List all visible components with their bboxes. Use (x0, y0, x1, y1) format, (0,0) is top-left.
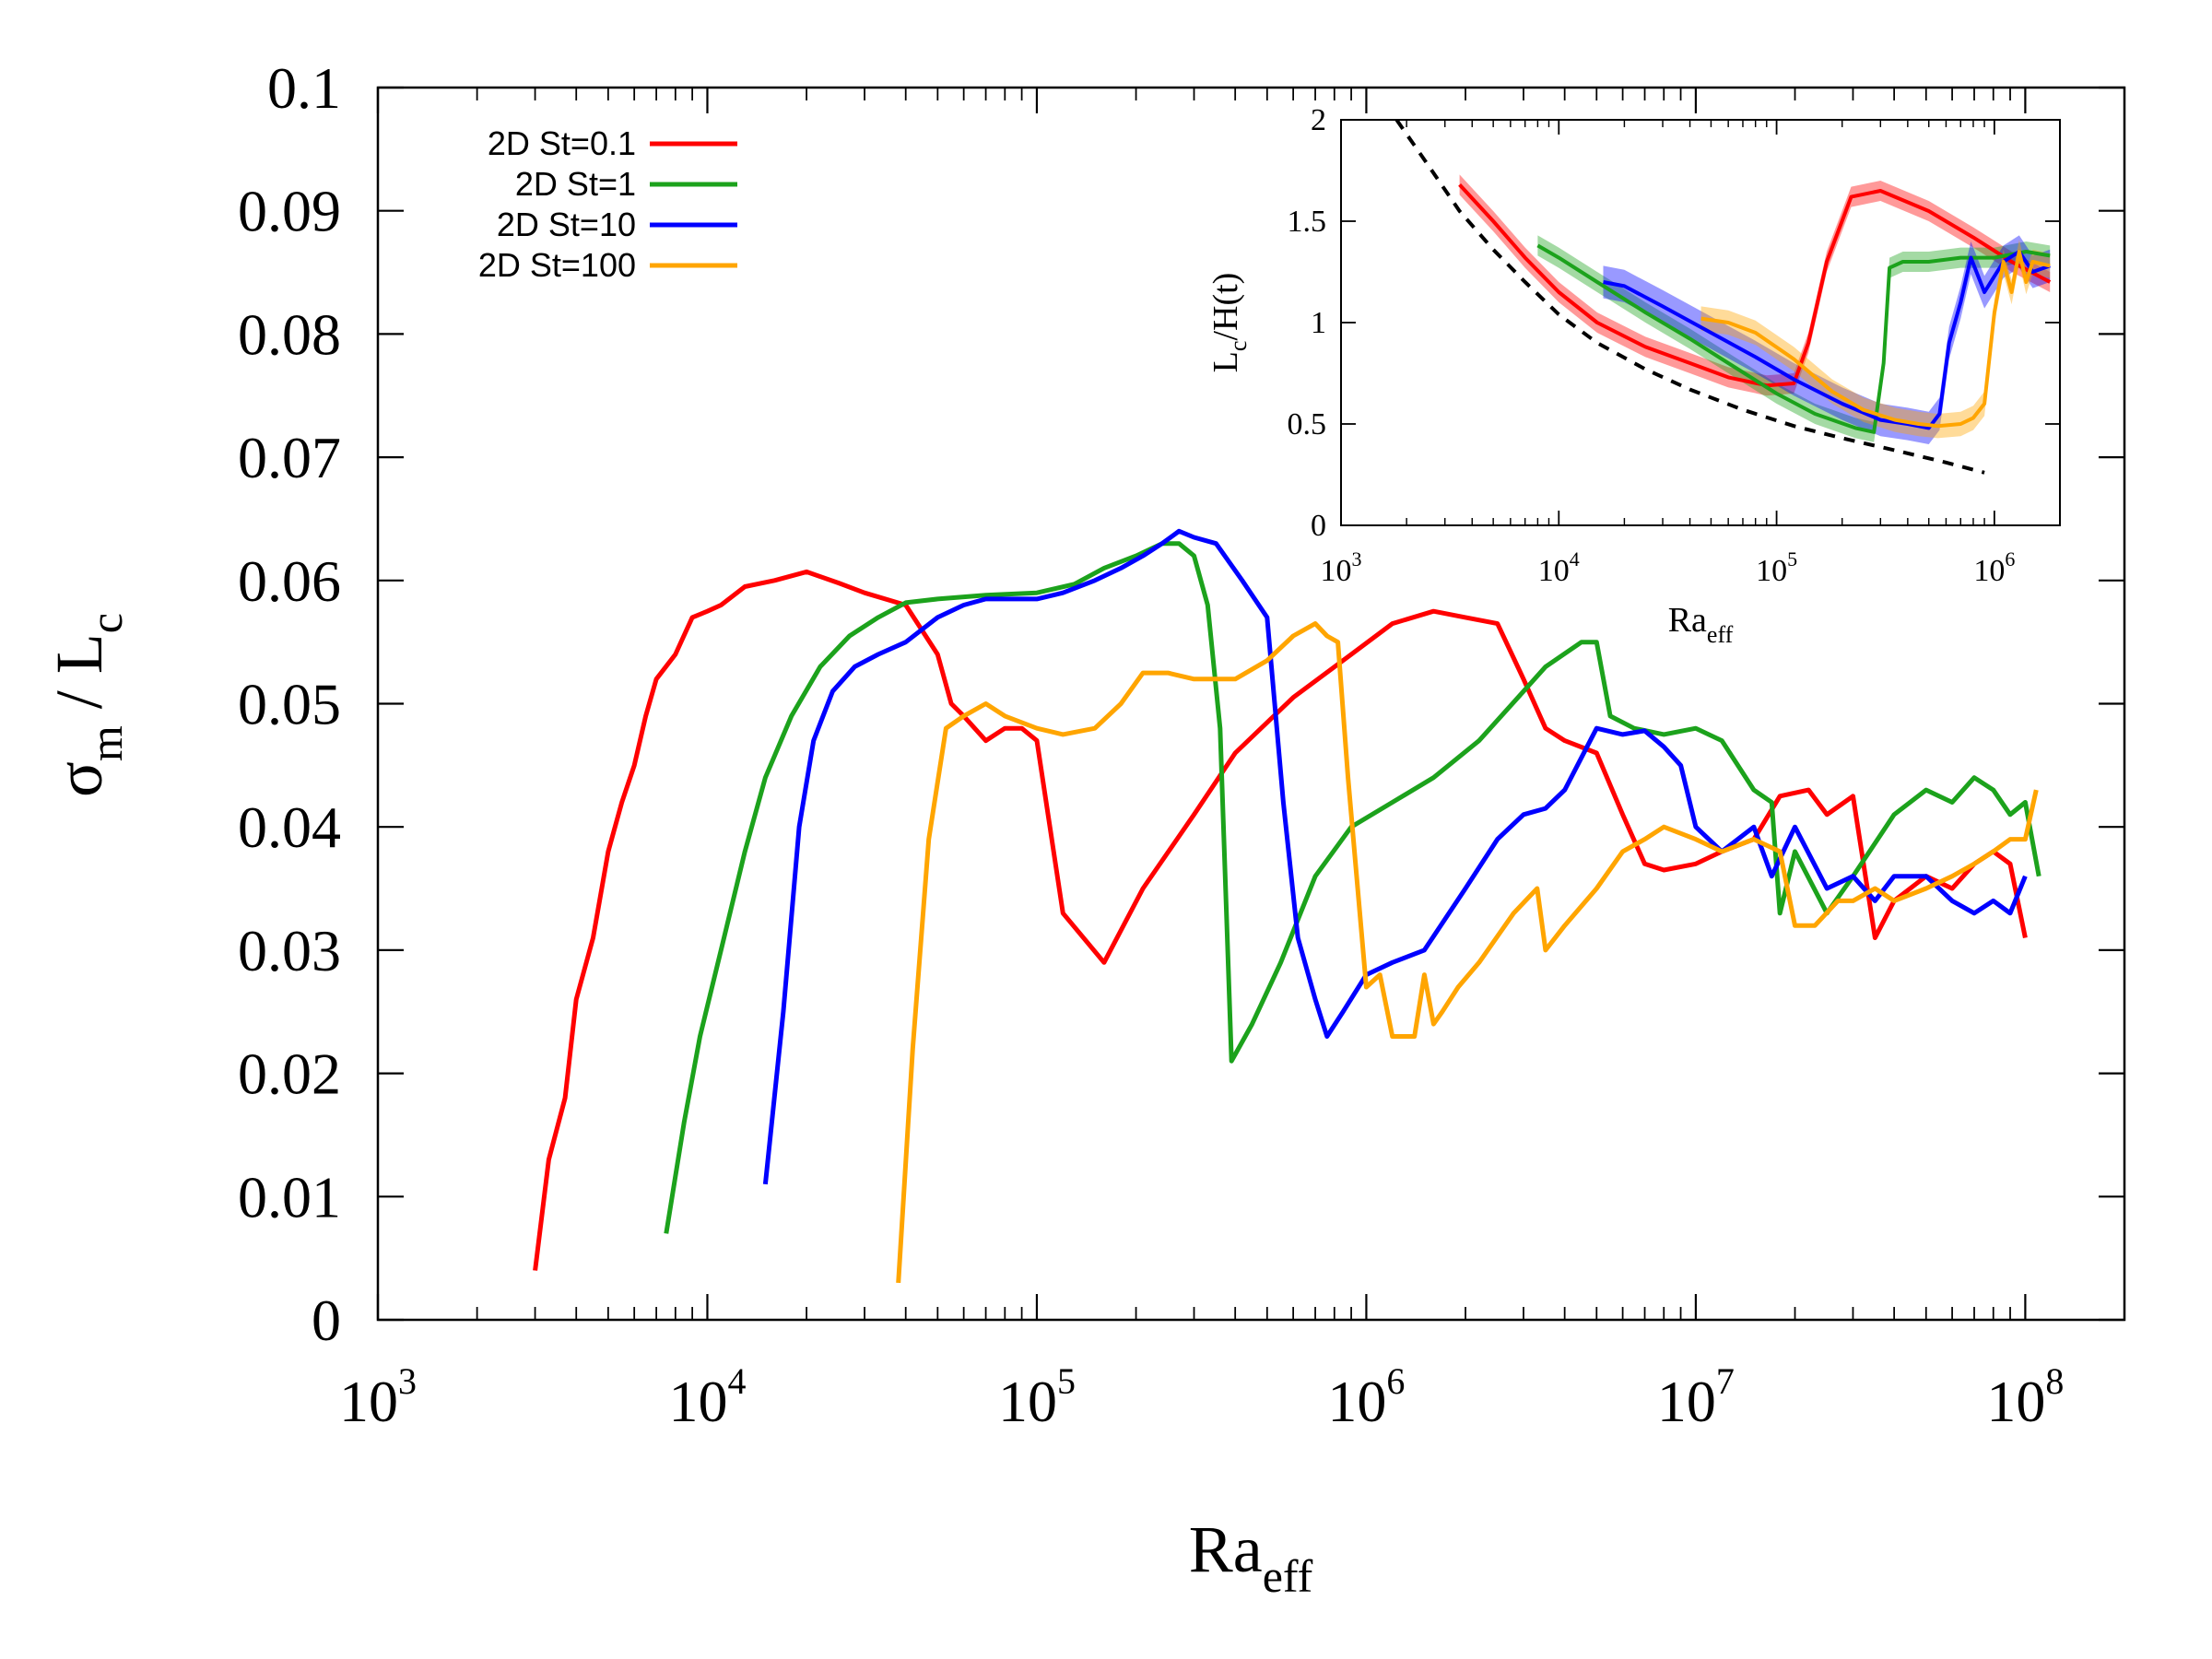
y-tick-label: 0.08 (238, 301, 341, 367)
x-tick-label: 105 (998, 1360, 1076, 1434)
inset-x-axis-label: Raeff (1668, 601, 1734, 648)
x-tick-label: 104 (1538, 547, 1580, 588)
inset-reference-curve (1394, 120, 1985, 475)
y-tick-label: 0 (1311, 509, 1326, 543)
x-tick-label: 104 (668, 1360, 746, 1434)
y-tick-label: 0.01 (238, 1164, 341, 1230)
y-tick-label: 0 (312, 1288, 341, 1353)
inset-y-axis-label: Lc/H(t) (1206, 273, 1252, 373)
y-tick-label: 1.5 (1288, 205, 1327, 239)
inset-line-2d-st-0-1 (1458, 183, 2052, 388)
x-tick-label: 107 (1657, 1360, 1735, 1434)
inset-series-group (1394, 120, 2052, 475)
y-tick-label: 0.03 (238, 918, 341, 983)
series-line-2d-st-0-1 (533, 569, 2028, 1271)
series-line-2d-st-1 (664, 541, 2041, 1234)
y-tick-label: 0.09 (238, 179, 341, 244)
inset-clipped-content (1394, 120, 2052, 475)
y-tick-label: 0.1 (267, 55, 341, 121)
series-line-2d-st-10 (762, 528, 2028, 1185)
x-tick-label: 108 (1986, 1360, 2064, 1434)
y-tick-label: 0.02 (238, 1041, 341, 1107)
y-tick-label: 0.07 (238, 425, 341, 490)
legend-label: 2D St=100 (478, 246, 636, 284)
x-tick-label: 103 (339, 1360, 417, 1434)
main-x-axis-label: Raeff (1189, 1512, 1313, 1602)
series-line-2d-st-100 (896, 621, 2039, 1284)
y-tick-label: 1 (1311, 306, 1326, 340)
legend-label: 2D St=1 (515, 165, 636, 203)
x-tick-label: 106 (1973, 547, 2015, 588)
x-tick-label: 103 (1321, 547, 1362, 588)
y-tick-label: 0.04 (238, 794, 341, 860)
main-series-group (533, 528, 2041, 1284)
y-tick-label: 2 (1311, 103, 1326, 137)
y-tick-label: 0.5 (1288, 407, 1327, 441)
legend-label: 2D St=10 (497, 206, 636, 243)
y-tick-label: 0.05 (238, 672, 341, 737)
main-y-axis-label: σm / Lc (42, 613, 132, 797)
main-plot: 103 104 105 106 107 108 0 0.01 0.02 0.03 0.04 0.05… (42, 55, 2126, 1602)
inset-band-2d-st-100 (1700, 239, 2051, 439)
main-y-ticks: 0 0.01 0.02 0.03 0.04 0.05 0.06 0.07 0.08 0.09 0.1 (238, 55, 2124, 1353)
x-tick-label: 106 (1327, 1360, 1405, 1434)
inset-line-2d-st-1 (1536, 243, 2051, 434)
y-tick-label: 0.06 (238, 548, 341, 614)
main-x-ticks: 103 104 105 106 107 108 (339, 88, 2064, 1434)
inset-line-2d-st-100 (1700, 250, 2051, 429)
x-tick-label: 105 (1756, 547, 1797, 588)
inset-y-ticks: 0 0.5 1 1.5 2 (1288, 103, 2060, 543)
inset-x-ticks: 103 104 105 106 (1321, 120, 2015, 588)
inset-plot: 103 104 105 106 0 0.5 1 1.5 2 Raeff Lc/H(t) (1206, 103, 2061, 648)
legend-label: 2D St=0.1 (488, 124, 636, 162)
